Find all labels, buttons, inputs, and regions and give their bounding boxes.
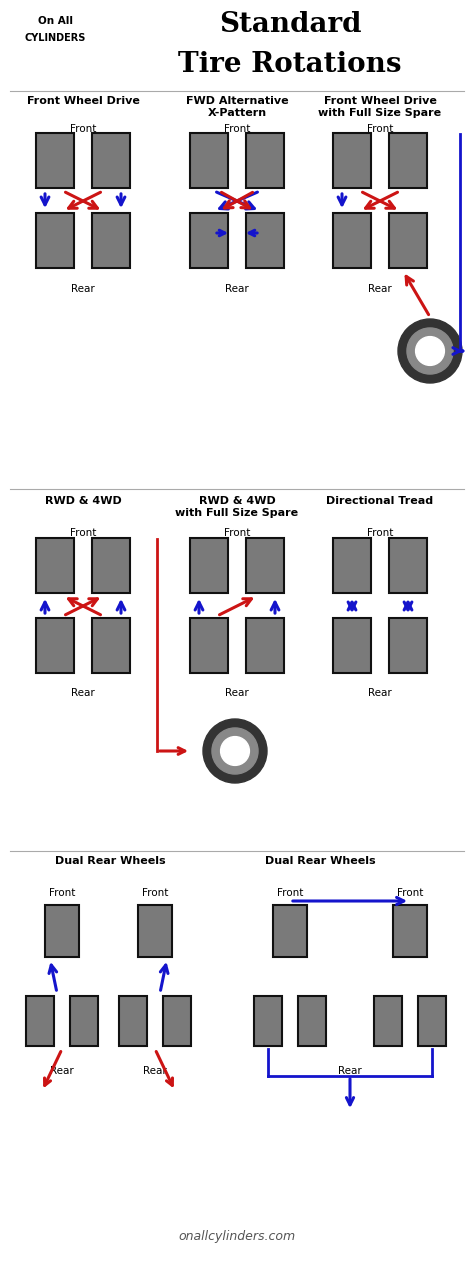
Circle shape [398, 319, 462, 383]
FancyBboxPatch shape [138, 905, 172, 957]
Text: FWD Alternative
X-Pattern: FWD Alternative X-Pattern [186, 96, 288, 117]
Text: Rear: Rear [368, 284, 392, 294]
FancyBboxPatch shape [333, 538, 371, 594]
FancyBboxPatch shape [92, 134, 130, 188]
Text: Rear: Rear [338, 1066, 362, 1076]
FancyBboxPatch shape [389, 213, 427, 269]
FancyBboxPatch shape [70, 996, 98, 1047]
Text: Rear: Rear [368, 689, 392, 699]
Text: Rear: Rear [71, 689, 95, 699]
Text: Dual Rear Wheels: Dual Rear Wheels [265, 856, 375, 866]
Text: Rear: Rear [50, 1066, 74, 1076]
FancyBboxPatch shape [254, 996, 282, 1047]
Text: Front: Front [49, 888, 75, 898]
FancyBboxPatch shape [26, 996, 54, 1047]
Text: Dual Rear Wheels: Dual Rear Wheels [55, 856, 165, 866]
Text: Rear: Rear [71, 284, 95, 294]
Text: Tire Rotations: Tire Rotations [178, 50, 402, 78]
Text: Front Wheel Drive
with Full Size Spare: Front Wheel Drive with Full Size Spare [319, 96, 442, 117]
FancyBboxPatch shape [246, 618, 284, 673]
Circle shape [212, 728, 258, 774]
Text: Front: Front [224, 124, 250, 134]
Text: RWD & 4WD
with Full Size Spare: RWD & 4WD with Full Size Spare [175, 496, 299, 517]
FancyBboxPatch shape [246, 213, 284, 269]
Text: Directional Tread: Directional Tread [327, 496, 434, 506]
FancyBboxPatch shape [190, 538, 228, 594]
FancyBboxPatch shape [163, 996, 191, 1047]
Text: Front: Front [224, 528, 250, 538]
Circle shape [220, 736, 249, 765]
FancyBboxPatch shape [45, 905, 79, 957]
Text: Rear: Rear [225, 284, 249, 294]
FancyBboxPatch shape [190, 213, 228, 269]
FancyBboxPatch shape [333, 213, 371, 269]
FancyBboxPatch shape [298, 996, 326, 1047]
FancyBboxPatch shape [190, 134, 228, 188]
Text: CYLINDERS: CYLINDERS [24, 33, 86, 43]
FancyBboxPatch shape [92, 538, 130, 594]
Text: Front: Front [367, 124, 393, 134]
Text: onallcylinders.com: onallcylinders.com [178, 1229, 296, 1243]
Circle shape [203, 719, 267, 783]
FancyBboxPatch shape [36, 134, 74, 188]
FancyBboxPatch shape [418, 996, 446, 1047]
FancyBboxPatch shape [246, 134, 284, 188]
FancyBboxPatch shape [190, 618, 228, 673]
FancyBboxPatch shape [119, 996, 147, 1047]
Text: On All: On All [37, 16, 73, 26]
Text: Front: Front [70, 124, 96, 134]
Circle shape [416, 337, 445, 366]
FancyBboxPatch shape [246, 538, 284, 594]
Text: Front: Front [70, 528, 96, 538]
FancyBboxPatch shape [333, 618, 371, 673]
Text: Rear: Rear [143, 1066, 167, 1076]
Text: Front: Front [367, 528, 393, 538]
Text: RWD & 4WD: RWD & 4WD [45, 496, 121, 506]
FancyBboxPatch shape [333, 134, 371, 188]
Text: Front: Front [142, 888, 168, 898]
FancyBboxPatch shape [389, 618, 427, 673]
Text: Front Wheel Drive: Front Wheel Drive [27, 96, 139, 106]
FancyBboxPatch shape [92, 618, 130, 673]
FancyBboxPatch shape [36, 538, 74, 594]
FancyBboxPatch shape [393, 905, 427, 957]
Text: Front: Front [277, 888, 303, 898]
FancyBboxPatch shape [389, 134, 427, 188]
Text: Standard: Standard [219, 11, 361, 38]
FancyBboxPatch shape [92, 213, 130, 269]
FancyBboxPatch shape [374, 996, 402, 1047]
FancyBboxPatch shape [273, 905, 307, 957]
Circle shape [407, 328, 453, 375]
Text: Rear: Rear [225, 689, 249, 699]
Text: Front: Front [397, 888, 423, 898]
FancyBboxPatch shape [389, 538, 427, 594]
FancyBboxPatch shape [36, 618, 74, 673]
FancyBboxPatch shape [36, 213, 74, 269]
